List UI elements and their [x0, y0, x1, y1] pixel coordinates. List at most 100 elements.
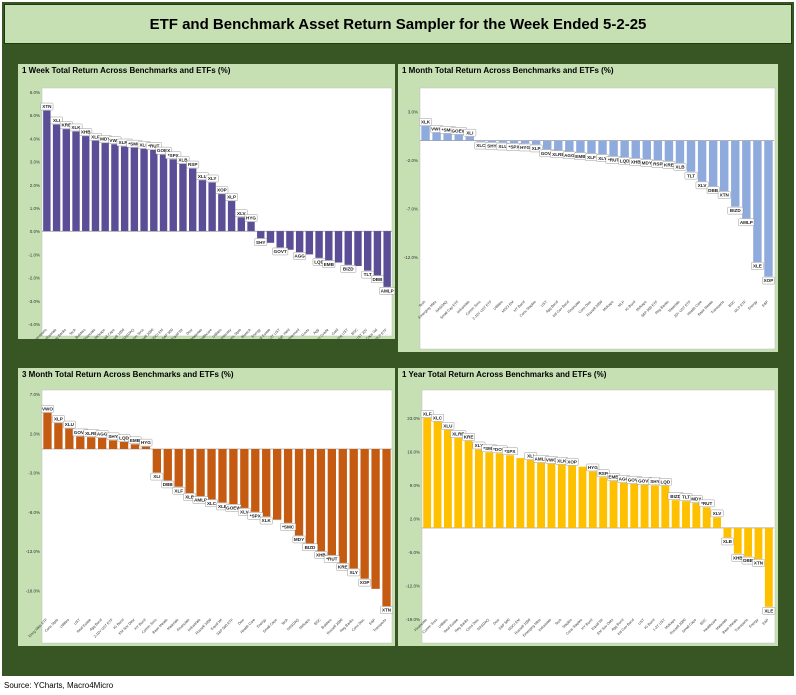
bar-label-text: TLT [364, 272, 372, 277]
bar-label: TLT [679, 493, 693, 501]
category-label: Utilities [493, 300, 504, 311]
bar [65, 428, 74, 449]
category-label: E&P [761, 299, 769, 307]
bar-label-text: MDY [691, 497, 701, 502]
bar [130, 444, 140, 449]
bar [465, 136, 474, 141]
bar-label-text: XLP [54, 417, 63, 422]
bar [620, 140, 629, 158]
bar [609, 140, 618, 157]
bar-label: AGG [95, 430, 109, 438]
bar [325, 231, 333, 261]
bar-label-text: XLF [587, 155, 596, 160]
bar-label: DBB [161, 480, 175, 489]
bar [91, 140, 100, 232]
bar [262, 449, 271, 517]
bar [283, 449, 293, 523]
bar-label-box [225, 504, 242, 512]
bar-label-text: HYG [246, 216, 256, 221]
bar-label-text: *SPX [509, 145, 521, 150]
bar-label-box [586, 463, 600, 472]
bar-label-text: XLP [227, 195, 236, 200]
bar-label-text: XOP [360, 580, 370, 585]
title-bar: ETF and Benchmark Asset Return Sampler f… [4, 4, 792, 44]
bar [640, 484, 649, 528]
bar-label-text: DBB [708, 188, 719, 193]
bar-label: XLF [172, 487, 186, 495]
bar [54, 423, 63, 449]
bar-label-text: AGG [564, 153, 575, 158]
category-label: MLP ETF [374, 327, 388, 339]
bar-label: SHY [254, 238, 268, 246]
bar [476, 140, 486, 142]
category-label: Dow [237, 618, 245, 626]
bar [686, 140, 696, 172]
bar-label-box [751, 262, 764, 270]
category-label: Industrials [43, 328, 58, 339]
bar-label-text: AMLP [194, 498, 207, 503]
bar-label-text: RSP [598, 471, 607, 476]
bar-label: EMB [574, 152, 587, 160]
bar [754, 527, 763, 559]
bar [344, 231, 352, 265]
bar-label: XHB [629, 158, 643, 166]
bar-label-text: XLF [423, 412, 432, 417]
bar [229, 449, 238, 504]
bar-label-text: *SPX [505, 449, 517, 454]
bar [547, 463, 556, 528]
bar-label: KRE [336, 563, 350, 571]
bar [576, 140, 585, 153]
bar-label-text: GOEW [451, 128, 466, 133]
bar [433, 421, 442, 528]
bar [198, 180, 207, 232]
bar-label-box [139, 438, 153, 447]
bar-label: XLY [205, 174, 219, 183]
bar-label-text: XHB [631, 160, 641, 165]
panel-title-1-week: 1 Week Total Return Across Benchmarks an… [22, 66, 231, 75]
bar-label-text: *SMC [442, 127, 455, 132]
bar-label: XLV [695, 181, 709, 190]
bar-label-box [762, 607, 776, 615]
bar-label-box [706, 186, 720, 194]
bar-label: XLU [441, 422, 455, 430]
bar-label-text: XLB [723, 539, 733, 544]
bar-label-box [717, 191, 731, 199]
category-label: Tech [281, 618, 289, 626]
bar-label: LQD [618, 157, 632, 165]
bar-label: HYG [586, 463, 600, 472]
bar-label: XLK [419, 118, 432, 126]
bar [349, 449, 358, 569]
bar-label-text: RSP [653, 162, 662, 167]
bar [266, 231, 275, 243]
panel-title-1-year: 1 Year Total Return Across Benchmarks an… [402, 370, 607, 379]
plot-area [41, 87, 393, 337]
bar-label-text: XLK [421, 120, 431, 125]
bar-label-text: *RUT [326, 557, 337, 562]
bar-label: MDY [292, 535, 306, 544]
bar-label-box [361, 270, 375, 279]
bar-label: XLRE [83, 429, 100, 437]
bar-label: *SPX [502, 447, 518, 455]
y-tick-label: 2.0% [30, 183, 40, 188]
category-label: UST [637, 617, 645, 625]
bar-label-text: XLI [527, 454, 534, 459]
bar-label: GOEW [225, 504, 242, 512]
bar-label-text: XLB [178, 158, 188, 163]
bar-label-text: EMB [575, 154, 586, 159]
category-label: Energy [256, 618, 267, 629]
bar-label-text: SHY [650, 479, 659, 484]
source-note: Source: YCharts, Macro4Micro [4, 681, 114, 690]
category-label: BDC [313, 618, 321, 626]
bar-label-box [441, 422, 455, 430]
bar-label-text: TLT [687, 173, 695, 178]
bar-label: *RUT [698, 499, 715, 508]
y-tick-label: -18.0% [26, 588, 40, 593]
bar [651, 485, 659, 528]
y-tick-label: -8.0% [28, 510, 40, 515]
bar [764, 140, 773, 277]
category-label: E&P [762, 617, 770, 625]
panel-title-3-month: 3 Month Total Return Across Benchmarks a… [22, 370, 234, 379]
bar-label: XLY [347, 568, 361, 577]
bar [421, 126, 430, 141]
category-label: MSCI EM [151, 328, 165, 339]
